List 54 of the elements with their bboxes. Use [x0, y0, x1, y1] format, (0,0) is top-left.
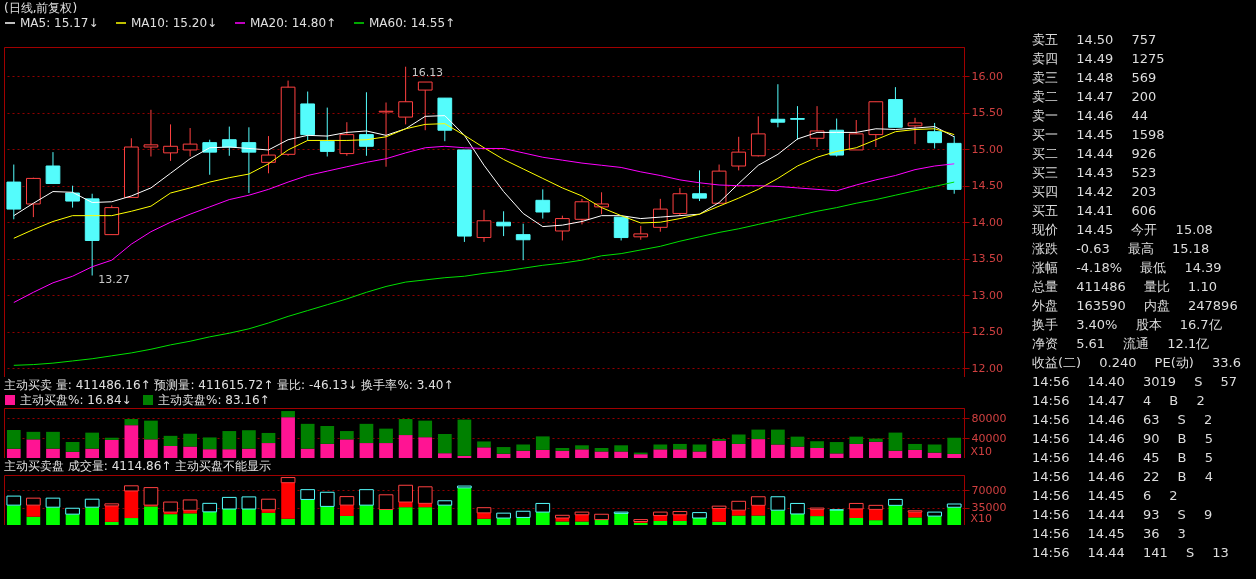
text: 买二 14.44 926 — [1032, 146, 1157, 161]
text: 14:56 14.46 22 B 4 — [1032, 469, 1213, 484]
text: 买四 14.42 203 — [1032, 184, 1157, 199]
y-tick-label: 40000 — [971, 431, 1007, 445]
text: 买一 14.45 1598 — [1032, 127, 1165, 142]
chart-title: 主动买卖盘 成交量: 4114.86↑ 主动买盘不能显示 — [4, 459, 272, 473]
y-tick-label: 16.00 — [971, 69, 1003, 83]
annotation: 13.27 — [98, 272, 130, 286]
text: 收益(二) 0.240 PE(动) 33.6 — [1032, 355, 1241, 370]
text: 14:56 14.45 36 3 — [1032, 526, 1186, 541]
legend-label: 主动买盘%: 16.84↓ — [20, 393, 132, 407]
text: 外盘 163590 内盘 247896 — [1032, 298, 1238, 313]
text: 买五 14.41 606 — [1032, 203, 1157, 218]
text: 卖五 14.50 757 — [1032, 32, 1157, 47]
text: 涨跌 -0.63 最高 15.18 — [1032, 241, 1210, 256]
text: 14:56 14.44 141 S 13 — [1032, 545, 1229, 560]
y-tick-label: 12.00 — [971, 361, 1003, 375]
legend-label: 主动卖盘%: 83.16↑ — [158, 393, 270, 407]
text: 14:56 14.40 3019 S 57 — [1032, 374, 1238, 389]
text: 14:56 14.45 6 2 — [1032, 488, 1178, 503]
text: 净资 5.61 流通 12.1亿 — [1032, 336, 1210, 351]
y-axis-title: X10 — [970, 511, 993, 525]
y-tick-label: 80000 — [971, 411, 1007, 425]
text: 卖一 14.46 44 — [1032, 108, 1149, 123]
y-tick-label: 35000 — [971, 501, 1007, 514]
y-tick-label: 15.50 — [971, 106, 1003, 120]
text: 卖四 14.49 1275 — [1032, 51, 1165, 66]
y-tick-label: 70000 — [971, 483, 1007, 497]
y-axis-title: X10 — [970, 444, 993, 458]
text: 换手 3.40% 股本 16.7亿 — [1032, 317, 1222, 332]
text: 14:56 14.46 90 B 5 — [1032, 431, 1213, 446]
chart-title: (日线,前复权) — [4, 1, 78, 15]
text: 总量 411486 量比 1.10 — [1032, 279, 1217, 294]
text: 14:56 14.47 4 B 2 — [1032, 393, 1205, 408]
text: 涨幅 -4.18% 最低 14.39 — [1032, 260, 1222, 275]
y-tick-label: 14.00 — [971, 215, 1003, 229]
y-tick-label: 12.50 — [971, 325, 1003, 339]
y-tick-label: 14.50 — [971, 179, 1003, 193]
legend-label: MA60: 14.55↑ — [369, 16, 456, 30]
text: 14:56 14.46 63 S 2 — [1032, 412, 1213, 427]
y-tick-label: 13.50 — [971, 252, 1003, 266]
annotation: 16.13 — [411, 65, 444, 79]
y-tick-label: 15.00 — [971, 142, 1003, 156]
text: 卖三 14.48 569 — [1032, 70, 1157, 85]
text: 14:56 14.46 45 B 5 — [1032, 450, 1213, 465]
text: 买三 14.43 523 — [1032, 165, 1157, 180]
text: 现价 14.45 今开 15.08 — [1032, 222, 1213, 237]
text: 14:56 14.44 93 S 9 — [1032, 507, 1213, 522]
y-tick-label: 13.00 — [971, 288, 1003, 302]
legend-label: MA10: 15.20↓ — [131, 16, 218, 30]
chart-title: 主动买卖 量: 411486.16↑ 预测量: 411615.72↑ 量比: -46.13↓ 换手率%: 3.40↑ — [4, 378, 454, 392]
text: 卖二 14.47 200 — [1032, 89, 1157, 104]
legend-label: MA20: 14.80↑ — [250, 16, 337, 30]
legend-label: MA5: 15.17↓ — [20, 16, 99, 30]
